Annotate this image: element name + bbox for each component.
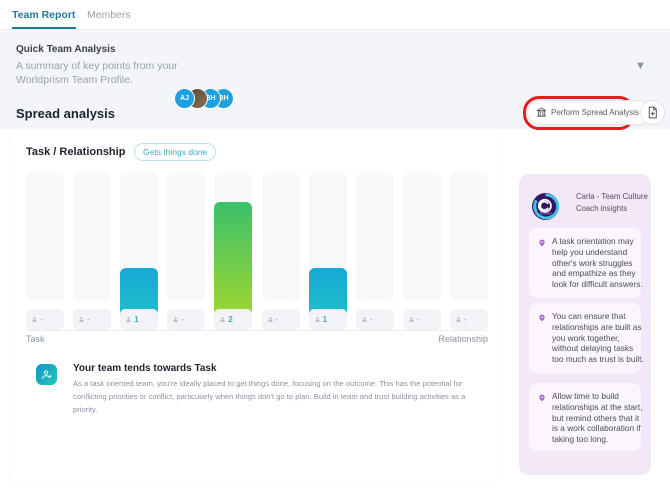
svg-text:TEAMS: TEAMS: [539, 212, 552, 216]
